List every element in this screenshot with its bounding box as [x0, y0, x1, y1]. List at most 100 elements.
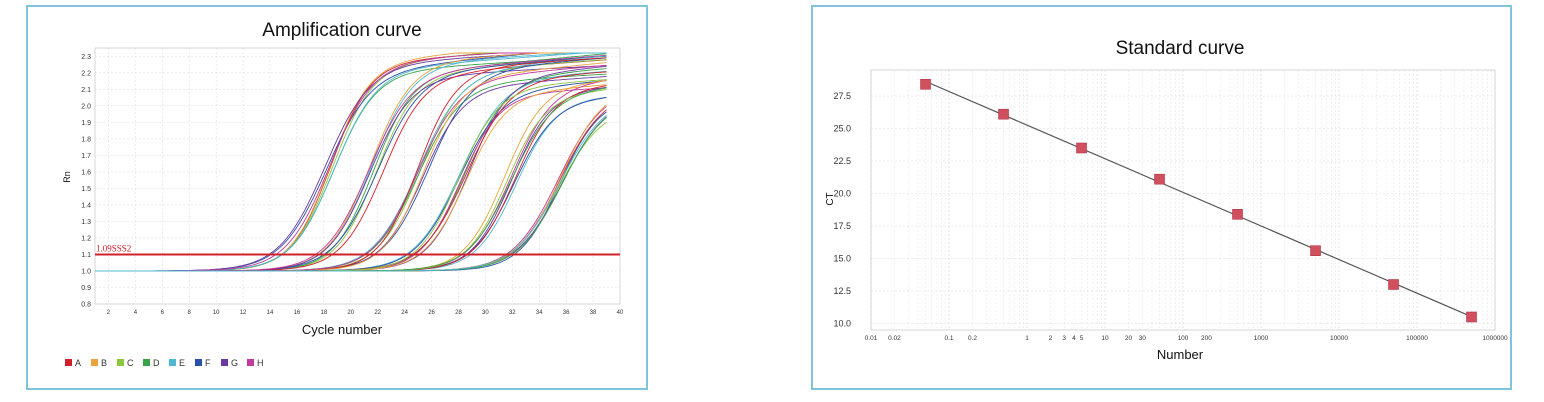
amplification-y-tick-label: 1.8	[81, 136, 91, 143]
amplification-x-tick-label: 40	[617, 310, 624, 316]
legend-swatch	[221, 359, 228, 366]
standard-data-point	[1310, 245, 1321, 256]
amplification-x-tick-label: 36	[563, 310, 570, 316]
threshold-label: 1.09SSS2	[96, 243, 131, 253]
amplification-y-tick-label: 2.1	[81, 87, 91, 94]
amplification-x-tick-label: 24	[401, 310, 408, 316]
amplification-y-tick-label: 1.4	[81, 202, 91, 209]
standard-x-tick-label: 0.02	[888, 335, 901, 342]
legend-swatch	[247, 359, 254, 366]
amplification-curve-line	[95, 111, 607, 272]
standard-data-point	[1388, 279, 1399, 290]
standard-x-tick-label: 200	[1201, 335, 1212, 342]
legend-swatch	[195, 359, 202, 366]
standard-x-axis-label: Number	[1157, 347, 1204, 362]
standard-data-point	[998, 108, 1009, 120]
standard-y-tick-label: 15.0	[833, 254, 851, 264]
legend-label: F	[205, 358, 211, 368]
amplification-x-tick-label: 6	[161, 310, 165, 316]
amplification-x-tick-label: 10	[213, 310, 220, 316]
standard-x-tick-label: 4	[1072, 335, 1076, 342]
standard-chart-title: Standard curve	[1116, 38, 1245, 59]
legend-label: A	[75, 358, 81, 368]
amplification-y-tick-label: 0.9	[81, 285, 91, 292]
amplification-x-tick-label: 20	[347, 310, 354, 316]
amplification-y-axis-label: Rn	[62, 171, 72, 183]
amplification-x-tick-label: 4	[134, 310, 138, 316]
amplification-curve-panel: Amplification curve 1.09SSS2 0.8 0.9 1.0 1.…	[26, 5, 648, 390]
amplification-x-tick-label: 2	[107, 310, 111, 316]
standard-y-tick-label: 10.0	[833, 319, 851, 329]
amplification-y-tick-label: 2.0	[81, 103, 91, 110]
amplification-x-tick-label: 28	[455, 310, 462, 316]
standard-x-tick-label: 10000	[1330, 335, 1348, 342]
standard-x-tick-label: 0.01	[865, 335, 878, 342]
standard-y-tick-label: 25.0	[833, 124, 851, 134]
standard-data-point	[1466, 311, 1477, 323]
legend-label: C	[127, 358, 134, 368]
amplification-x-tick-label: 32	[509, 310, 516, 316]
standard-x-tick-label: 2	[1049, 335, 1053, 342]
standard-x-tick-label: 0.2	[968, 335, 977, 342]
standard-x-tick-label: 100000	[1406, 335, 1428, 342]
amplification-curve-chart: Amplification curve 1.09SSS2 0.8 0.9 1.0 1.…	[62, 20, 624, 368]
amplification-y-tick-label: 1.6	[81, 169, 91, 176]
amplification-x-tick-label: 34	[536, 310, 543, 316]
standard-x-tick-label: 5	[1080, 335, 1084, 342]
standard-y-axis-label: CT	[825, 192, 836, 205]
amplification-y-tick-label: 1.1	[81, 252, 91, 259]
standard-y-tick-label: 12.5	[833, 286, 851, 296]
legend-swatch	[65, 359, 72, 366]
amplification-x-tick-label: 22	[374, 310, 381, 316]
amplification-x-tick-label: 8	[188, 310, 192, 316]
legend-swatch	[143, 359, 150, 366]
legend-label: D	[153, 358, 160, 368]
legend-label: G	[231, 358, 238, 368]
legend-swatch	[117, 359, 124, 366]
legend-swatch	[91, 359, 98, 366]
standard-data-point	[920, 79, 931, 90]
standard-y-tick-label: 27.5	[833, 91, 851, 101]
amplification-x-axis-label: Cycle number	[302, 322, 383, 337]
legend-label: H	[257, 358, 264, 368]
standard-x-tick-label: 100	[1178, 335, 1189, 342]
standard-data-point	[1076, 142, 1087, 154]
standard-x-tick-label: 20	[1125, 335, 1133, 342]
amplification-y-tick-label: 0.8	[81, 302, 91, 309]
standard-x-tick-label: 10	[1101, 335, 1109, 342]
amplification-y-tick-label: 2.3	[81, 54, 91, 61]
amplification-y-tick-label: 1.2	[81, 235, 91, 242]
standard-curve-chart: Standard curve 10.0 12.5 15.0 17.5 20.0 22.5 2…	[825, 38, 1508, 362]
standard-x-tick-label: 3	[1062, 335, 1066, 342]
amplification-x-tick-label: 26	[428, 310, 435, 316]
amplification-curve-line	[95, 115, 607, 272]
amplification-x-tick-label: 38	[590, 310, 597, 316]
amplification-y-tick-label: 1.7	[81, 153, 91, 160]
standard-x-tick-label: 30	[1139, 335, 1147, 342]
legend-label: B	[101, 358, 107, 368]
legend-swatch	[169, 359, 176, 366]
standard-curve-panel: Standard curve 10.0 12.5 15.0 17.5 20.0 22.5 2…	[811, 5, 1512, 390]
standard-y-tick-label: 20.0	[833, 189, 851, 199]
amplification-y-tick-label: 2.2	[81, 70, 91, 77]
standard-x-tick-label: 1000	[1254, 335, 1269, 342]
amplification-x-tick-label: 16	[294, 310, 301, 316]
standard-data-point	[1232, 209, 1243, 220]
standard-y-tick-label: 22.5	[833, 156, 851, 166]
amplification-x-tick-label: 12	[240, 310, 247, 316]
amplification-y-tick-label: 1.3	[81, 219, 91, 226]
standard-fit-line	[925, 80, 1472, 318]
standard-x-tick-label: 1000000	[1482, 335, 1508, 342]
amplification-x-tick-label: 14	[267, 310, 274, 316]
standard-x-tick-label: 1	[1025, 335, 1029, 342]
amplification-y-tick-label: 1.0	[81, 268, 91, 275]
amplification-x-tick-label: 18	[321, 310, 328, 316]
amplification-x-tick-label: 30	[482, 310, 489, 316]
legend-label: E	[179, 358, 185, 368]
amplification-y-tick-label: 1.5	[81, 186, 91, 193]
amplification-y-tick-label: 1.9	[81, 120, 91, 127]
standard-x-tick-label: 0.1	[944, 335, 953, 342]
amplification-chart-title: Amplification curve	[262, 20, 421, 41]
standard-data-point	[1154, 173, 1165, 185]
standard-y-tick-label: 17.5	[833, 221, 851, 231]
